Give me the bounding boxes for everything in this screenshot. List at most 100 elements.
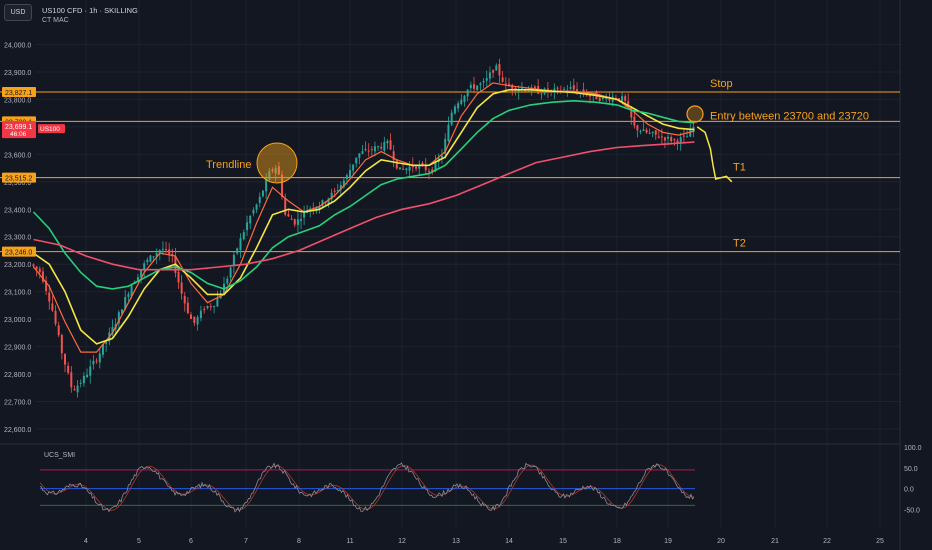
candle-body: [380, 146, 383, 149]
candle-body: [349, 170, 351, 178]
smi-signal-line: [39, 464, 695, 511]
symbol-tag-text: US100: [40, 126, 60, 133]
candle-body: [648, 132, 651, 134]
level-price-tag: [2, 246, 36, 257]
candle-body: [190, 314, 192, 319]
candle-body: [213, 306, 216, 308]
candle-body: [367, 150, 370, 152]
candle-body: [339, 184, 342, 190]
time-tick: 22: [823, 538, 831, 545]
price-tick: 24,000.0: [4, 42, 31, 49]
candle-body: [333, 190, 336, 192]
time-tick: 7: [244, 538, 248, 545]
candle-body: [143, 263, 146, 271]
level-lines: Stop Entry between 23700 and 23720 T1 T2: [0, 78, 900, 253]
smi-line: [39, 462, 695, 513]
candle-body: [508, 83, 510, 87]
candle-body: [424, 164, 427, 171]
price-tick: 22,700.0: [4, 400, 31, 407]
candle-body: [457, 103, 460, 109]
candle-body: [440, 155, 443, 158]
candle-body: [79, 382, 82, 384]
candle-body: [601, 97, 604, 99]
candle-body: [453, 106, 456, 114]
candle-body: [670, 136, 673, 142]
candle-body: [277, 166, 280, 175]
price-tick: 23,200.0: [4, 262, 31, 269]
candle-body: [679, 137, 682, 144]
time-tick: 25: [876, 538, 884, 545]
smi-tick: 0.0: [904, 487, 914, 494]
candle-body: [345, 175, 348, 180]
candle-body: [383, 141, 386, 151]
candle-body: [621, 96, 624, 102]
candle-body: [70, 372, 73, 388]
candle-body: [252, 209, 255, 214]
candle-body: [177, 272, 180, 283]
candle-body: [48, 292, 51, 302]
candle-body: [293, 219, 296, 225]
candle-body: [105, 341, 108, 344]
candle-body: [336, 190, 339, 192]
level-price-value: 23,246.0: [5, 250, 32, 257]
candle-body: [488, 72, 491, 79]
ema_long-line: [33, 141, 695, 271]
price-tick: 22,600.0: [4, 427, 31, 434]
candle-body: [158, 250, 161, 253]
candle-body: [415, 166, 418, 169]
candle-body: [199, 310, 202, 319]
candle-body: [398, 167, 401, 170]
candle-body: [95, 360, 98, 362]
currency-button[interactable]: USD: [4, 4, 32, 21]
candle-body: [450, 112, 453, 125]
candle-body: [395, 159, 398, 169]
candle-body: [136, 277, 139, 282]
candle-body: [281, 174, 284, 198]
level-price-tag: [2, 86, 36, 97]
candle-body: [67, 365, 70, 373]
price-tick: 23,600.0: [4, 152, 31, 159]
candle-body: [255, 204, 258, 210]
price-tick: 23,900.0: [4, 70, 31, 77]
candle-body: [469, 84, 472, 88]
ema_slow-line: [32, 99, 695, 290]
candle-body: [155, 253, 158, 257]
candle-body: [73, 389, 76, 391]
price-tick: 23,300.0: [4, 235, 31, 242]
candle-body: [60, 334, 63, 354]
candle-body: [492, 70, 495, 73]
candle-body: [261, 190, 264, 197]
candle-body: [682, 135, 685, 137]
candle-body: [460, 99, 463, 105]
candle-body: [556, 87, 559, 89]
candle-body: [57, 325, 60, 336]
candle-body: [667, 136, 669, 139]
price-tick: 23,000.0: [4, 317, 31, 324]
candle-body: [127, 294, 130, 298]
time-tick: 4: [84, 538, 88, 545]
price-tick: 23,100.0: [4, 290, 31, 297]
candle-body: [149, 255, 152, 262]
candle-body: [287, 214, 290, 217]
candle-body: [318, 205, 321, 210]
candle-body: [627, 100, 630, 108]
candle-body: [605, 97, 608, 99]
level-label: T2: [733, 238, 746, 250]
candle-body: [576, 89, 579, 93]
candle-body: [431, 169, 434, 173]
candle-body: [651, 131, 654, 133]
candle-body: [268, 171, 271, 180]
candle-body: [473, 84, 476, 89]
candle-body: [242, 232, 245, 240]
candle-body: [645, 129, 648, 133]
candle-body: [434, 161, 437, 171]
candle-body: [633, 116, 636, 126]
ema_mid-line: [33, 89, 695, 345]
candle-body: [504, 83, 507, 85]
price-tick: 23,500.0: [4, 180, 31, 187]
candle-body: [686, 136, 689, 138]
candle-body: [146, 259, 149, 263]
symbol-tag: [38, 124, 65, 134]
candle-body: [598, 97, 601, 102]
